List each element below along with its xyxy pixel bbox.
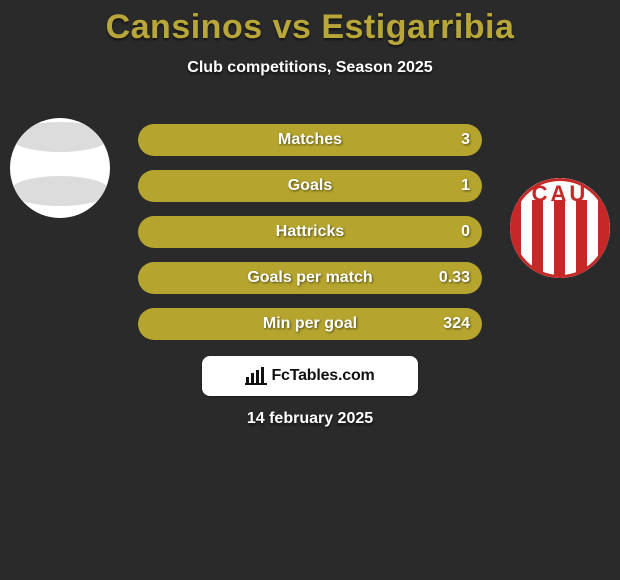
stat-value: 0 [461, 223, 470, 241]
stat-value: 3 [461, 131, 470, 149]
stat-label: Hattricks [276, 223, 344, 241]
avatar-placeholder-shape [10, 176, 110, 206]
player-right-badge: CAU [510, 178, 610, 278]
avatar-placeholder-shape [10, 122, 110, 152]
club-badge-icon: CAU [510, 178, 610, 278]
stat-label: Min per goal [263, 315, 357, 333]
bar-chart-icon [245, 367, 267, 385]
stat-value: 0.33 [439, 269, 470, 287]
player-left-avatar [10, 118, 110, 218]
stat-value: 1 [461, 177, 470, 195]
stat-label: Goals [288, 177, 332, 195]
stat-value: 324 [443, 315, 470, 333]
stats-panel: Matches 3 Goals 1 Hattricks 0 Goals per … [138, 124, 482, 354]
stat-row: Matches 3 [138, 124, 482, 156]
stat-row: Goals per match 0.33 [138, 262, 482, 294]
page-subtitle: Club competitions, Season 2025 [0, 59, 620, 77]
stat-row: Min per goal 324 [138, 308, 482, 340]
footer-date: 14 february 2025 [0, 410, 620, 428]
stat-label: Matches [278, 131, 342, 149]
stat-label: Goals per match [247, 269, 372, 287]
brand-badge: FcTables.com [202, 356, 418, 396]
stat-row: Hattricks 0 [138, 216, 482, 248]
brand-text: FcTables.com [271, 367, 374, 385]
stat-row: Goals 1 [138, 170, 482, 202]
page-title: Cansinos vs Estigarribia [0, 0, 620, 47]
